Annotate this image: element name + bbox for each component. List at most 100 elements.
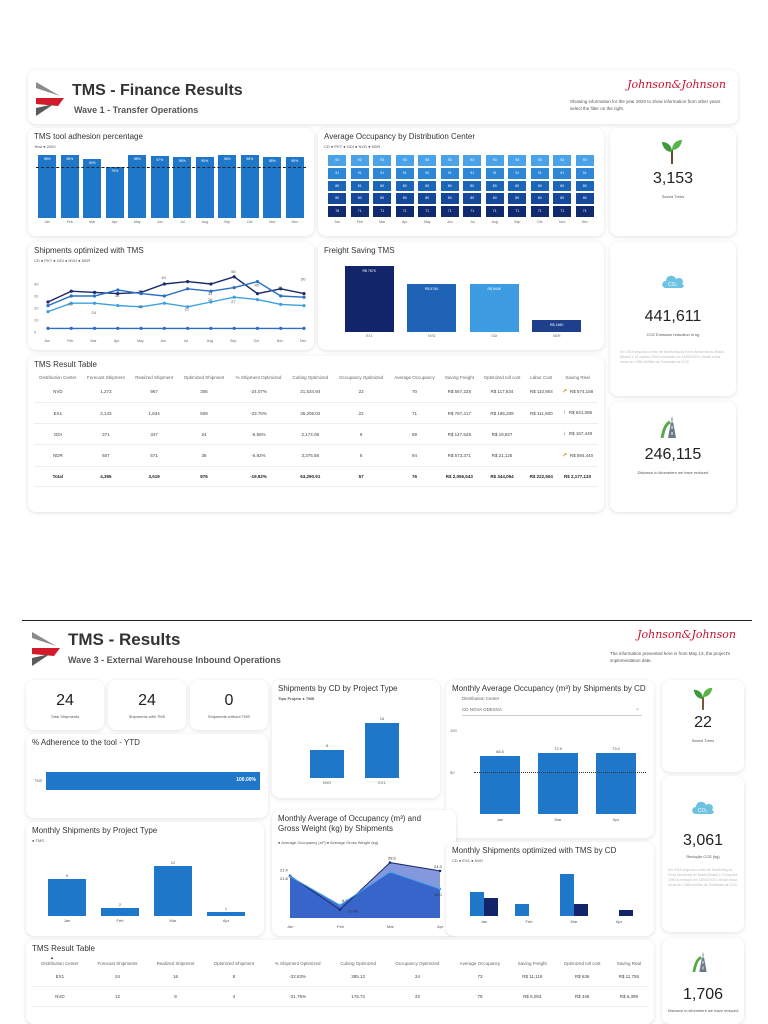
monthly-shipments-bar [207, 911, 245, 916]
occupancy-segment-label: 91 [447, 170, 452, 175]
adhesion-bar: 95% [195, 157, 214, 218]
month-label: Mar [387, 924, 395, 929]
series-point [69, 289, 73, 293]
optimized-cd-bar [515, 904, 529, 916]
adhesion-chart-legend: Year ● 2020 [34, 144, 56, 149]
occupancy-segment: 93 [373, 155, 392, 166]
freight-bar-label: R$ 844K [487, 287, 502, 292]
average-line [36, 166, 306, 168]
month-label: Dec [291, 220, 298, 224]
monthly-occupancy-panel: Monthly Average Occupancy (m³) by Shipme… [446, 680, 654, 838]
occupancy-segment: 80 [350, 193, 369, 205]
table-cell: EX1 [34, 402, 82, 424]
section-divider [22, 620, 752, 621]
freight-category-label: NVD [428, 334, 436, 338]
freight-bar: R$ 146K [532, 320, 582, 332]
table-cell [525, 444, 558, 467]
shipments-cd-bar-label: 16 [379, 715, 385, 721]
card-without-label: Shipments without TMS [207, 714, 251, 719]
occupancy-segment: 91 [463, 167, 482, 179]
shipments-cd-bar [365, 722, 399, 778]
card-total-shipments: 24 Total Shipments [26, 680, 104, 730]
occupancy-segment: 93 [440, 155, 459, 166]
occupancy-segment-label: 80 [515, 196, 520, 201]
occupancy-segment: 80 [508, 180, 527, 192]
series-data-label: 42 [278, 285, 283, 290]
table-cell: 6 [333, 444, 389, 467]
occupancy-segment: 81 [350, 180, 369, 192]
occupancy-segment-label: 80 [425, 183, 430, 188]
table-header-cell: Optimized toll cost [483, 375, 521, 380]
adhesion-bar: 98% [60, 155, 79, 218]
sort-arrow-icon[interactable]: ▲ [50, 955, 54, 960]
adherence-category: TMS [34, 778, 43, 783]
series-point [162, 326, 166, 330]
month-label: Aug [201, 220, 208, 224]
occupancy-point [288, 875, 292, 878]
occupancy-segment-label: 91 [470, 170, 475, 175]
kpi2-co2-panel: CO₂ 3,061 Redução CO2 (kg) Em 2015 segun… [662, 776, 744, 932]
occupancy-segment-label: 71 [402, 209, 407, 214]
series-point [279, 326, 283, 330]
result-table: Distribution Center Forecast Shipment Real… [34, 374, 598, 487]
month-label: Jan [287, 924, 293, 929]
occupancy-segment-label: 80 [470, 183, 475, 188]
occupancy-segment: 80 [418, 193, 437, 205]
month-label: Nov [269, 220, 276, 224]
table-cell: ↑ R$ 841,086 [557, 402, 598, 424]
table-total-cell: 76 [388, 466, 441, 487]
y-tick-label: 40 [34, 282, 39, 287]
table-cell: 607 [81, 444, 130, 467]
series-data-label: 33 [208, 291, 213, 296]
occupancy-segment-label: 80 [492, 196, 497, 201]
occupancy-segment-label: 93 [425, 158, 430, 162]
cd-filter-dropdown[interactable]: CD NOVA ODESSA ⌄ [462, 704, 642, 716]
page-subtitle-2: Wave 3 - External Warehouse Inbound Oper… [68, 655, 281, 665]
monthly-shipments-panel: Monthly Shipments by Project Type ● TMS … [26, 822, 264, 936]
occupancy-segment-label: 71 [380, 209, 385, 214]
occupancy-segment-label: 80 [447, 196, 452, 201]
table-cell: R$ 11,755 [609, 967, 648, 987]
occupancy-segment-label: 80 [470, 196, 475, 201]
kpi-distance-value: 246,115 [644, 446, 702, 463]
result-table-title: TMS Result Table [34, 360, 97, 369]
area-data-label: 21.8 [280, 876, 289, 881]
occupancy-segment-label: 80 [402, 183, 407, 188]
occupancy-segment-label: 93 [560, 158, 565, 162]
svg-text:CO₂: CO₂ [698, 808, 708, 814]
adhesion-bar-label: 95% [201, 159, 209, 164]
series-data-label: 30 [68, 302, 73, 307]
table-cell: 1,634 [130, 402, 179, 424]
y-tick-label: 30 [34, 294, 39, 299]
occupancy-segment-label: 80 [380, 183, 385, 188]
brand-logo: Johnson&Johnson [627, 78, 726, 91]
adhesion-chart-panel: TMS tool adhesion percentage Year ● 2020… [28, 128, 314, 236]
occupancy-segment-label: 91 [560, 170, 565, 175]
page-subtitle: Wave 1 - Transfer Operations [74, 105, 199, 115]
card-without-value: 0 [224, 692, 234, 709]
occupancy-segment: 92 [350, 155, 369, 166]
series-data-label: 21 [185, 306, 190, 311]
month-label: May [423, 220, 431, 224]
series-point [162, 282, 166, 286]
occupancy-segment-label: 80 [560, 196, 565, 201]
shipments-cd-chart: 8 NVD 16 EX1 [302, 708, 412, 790]
table-cell: R$ 573,371 [440, 444, 479, 467]
table-cell: EX1 [32, 967, 88, 987]
table-header-cell: Saving Real [616, 961, 641, 966]
adhesion-bar-label: 92% [88, 161, 96, 166]
result-table-panel: TMS Result Table Distribution Center Fore… [28, 356, 604, 512]
weight-point [388, 861, 392, 864]
table-cell: ↓ R$ 167,449 [557, 423, 598, 445]
month-label: Aug [491, 220, 498, 224]
series-point [46, 310, 50, 314]
series-point [255, 298, 260, 302]
occupancy-segment-label: 80 [425, 196, 430, 201]
table-cell: -32.83% [263, 967, 332, 987]
result-table-2: Distribution Center Forecast Shipments Rea… [32, 960, 648, 1007]
card-shipments-without-tms: 0 Shipments without TMS [190, 680, 268, 730]
series-data-label: 40 [161, 275, 166, 280]
brand-logo-2: Johnson&Johnson [637, 628, 736, 641]
table-cell: 22 [333, 402, 389, 424]
table-cell: 178.72 [331, 986, 385, 1007]
